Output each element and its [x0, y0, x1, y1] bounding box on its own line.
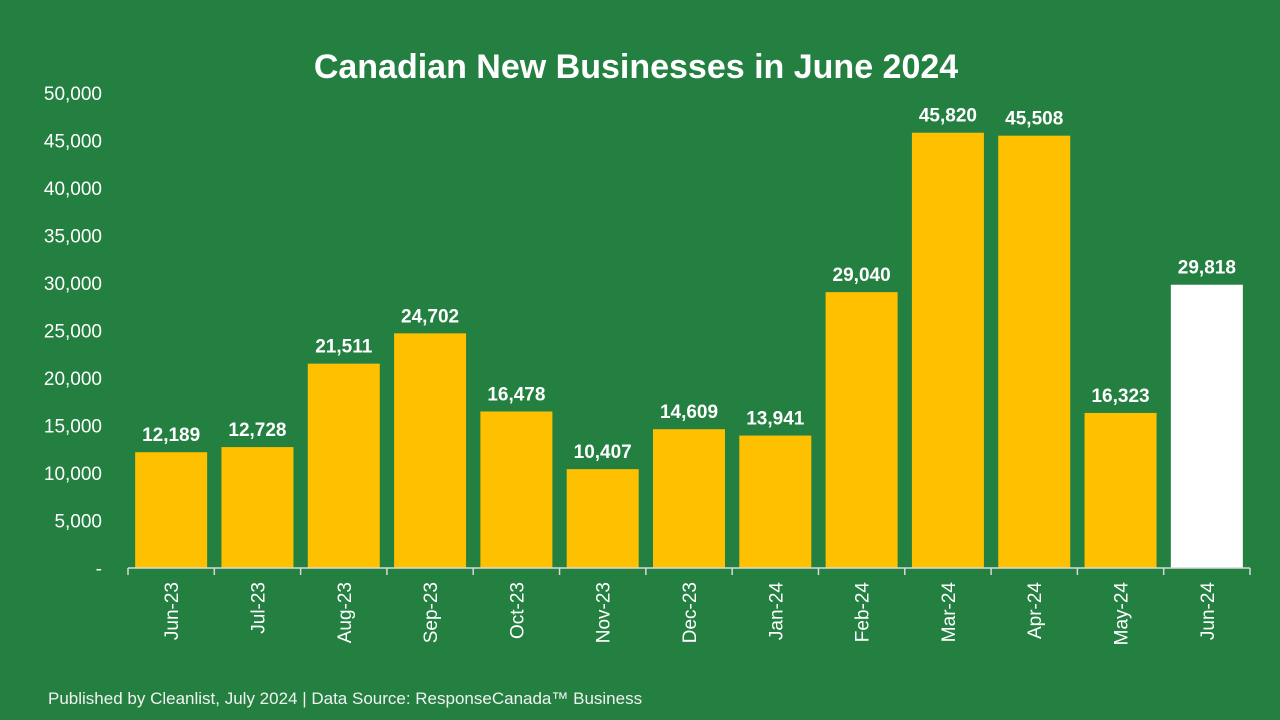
- bar: [911, 132, 984, 568]
- x-tick-label: Nov-23: [594, 582, 615, 643]
- x-tick-label: Sep-23: [421, 582, 442, 643]
- bar: [307, 363, 380, 568]
- data-label: 24,702: [401, 306, 459, 327]
- y-tick-label: 50,000: [44, 84, 102, 105]
- data-label: 29,818: [1178, 258, 1236, 279]
- y-tick-label: -: [96, 559, 102, 580]
- y-tick-label: 15,000: [44, 417, 102, 438]
- y-tick-label: 25,000: [44, 322, 102, 343]
- y-tick-label: 5,000: [54, 512, 102, 533]
- y-tick-label: 40,000: [44, 179, 102, 200]
- x-tick-label: Jun-23: [162, 582, 183, 640]
- x-tick-label: Jan-24: [766, 582, 787, 641]
- y-tick-label: 45,000: [44, 132, 102, 153]
- x-tick-label: Apr-24: [1025, 582, 1046, 639]
- data-label: 16,323: [1091, 386, 1149, 407]
- bar: [1170, 284, 1243, 568]
- x-tick-label: Mar-24: [939, 582, 960, 643]
- data-label: 14,609: [660, 402, 718, 423]
- y-tick-label: 10,000: [44, 464, 102, 485]
- y-tick-label: 20,000: [44, 369, 102, 390]
- x-tick-label: Jul-23: [248, 582, 269, 634]
- data-label: 13,941: [746, 409, 805, 430]
- x-tick-label: Dec-23: [680, 582, 701, 643]
- bar: [221, 447, 294, 568]
- x-tick-label: May-24: [1112, 582, 1133, 646]
- data-label: 29,040: [833, 265, 891, 286]
- x-tick-label: Aug-23: [335, 582, 356, 643]
- data-label: 16,478: [487, 384, 545, 405]
- x-tick-label: Feb-24: [853, 582, 874, 643]
- x-tick-label: Oct-23: [507, 582, 528, 639]
- y-tick-label: 35,000: [44, 227, 102, 248]
- x-tick-label: Jun-24: [1198, 582, 1219, 641]
- y-tick-label: 30,000: [44, 274, 102, 295]
- data-label: 45,508: [1005, 109, 1063, 130]
- footer-source: Published by Cleanlist, July 2024 | Data…: [48, 689, 643, 708]
- bar: [394, 333, 467, 568]
- bar: [653, 429, 725, 568]
- bar: [566, 469, 639, 568]
- data-label: 21,511: [315, 337, 372, 358]
- bar: [480, 411, 553, 568]
- bar: [135, 452, 208, 568]
- data-label: 12,189: [142, 425, 200, 446]
- data-label: 10,407: [574, 442, 632, 463]
- bar: [825, 292, 898, 568]
- chart-title: Canadian New Businesses in June 2024: [313, 48, 959, 86]
- bar: [998, 135, 1071, 568]
- data-label: 12,728: [228, 420, 286, 441]
- bar: [1084, 412, 1157, 568]
- data-label: 45,820: [919, 106, 977, 127]
- bar: [739, 435, 812, 568]
